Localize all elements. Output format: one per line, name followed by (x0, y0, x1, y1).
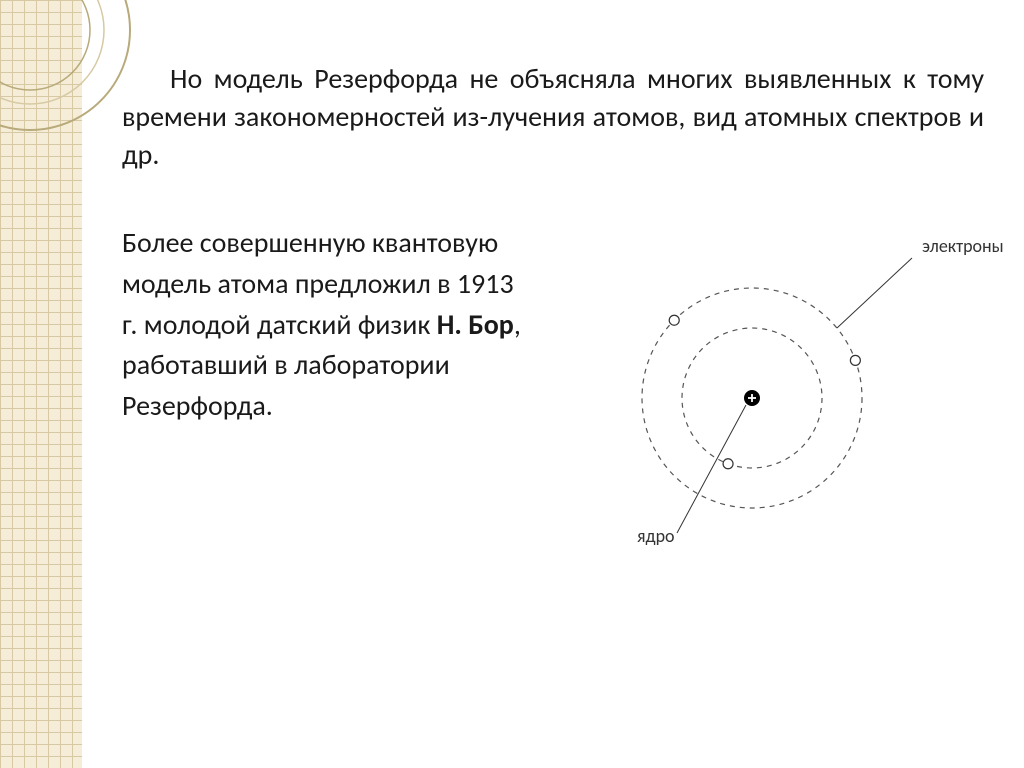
atom-diagram: электроны ядро (562, 223, 984, 563)
body-paragraph: Более совершенную квантовую модель атома… (122, 223, 522, 426)
slide-content: Но модель Резерфорда не объясняла многих… (82, 0, 1024, 768)
lower-row: Более совершенную квантовую модель атома… (122, 223, 984, 563)
sidebar-grid-pattern (0, 0, 82, 768)
body-bold: Н. Бор (437, 307, 514, 342)
label-nucleus: ядро (637, 525, 675, 547)
atom-svg (592, 233, 1024, 553)
intro-paragraph: Но модель Резерфорда не объясняла многих… (122, 60, 984, 173)
label-electrons: электроны (922, 235, 1004, 257)
